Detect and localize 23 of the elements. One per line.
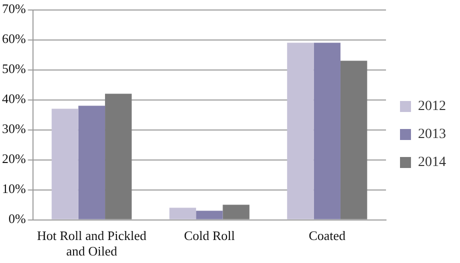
legend-label: 2012 [418,99,446,114]
y-tick-label: 30% [2,121,26,136]
y-tick-label: 40% [2,91,26,106]
y-tick-label: 10% [2,181,26,196]
bar [52,108,78,220]
bar [222,204,250,220]
bar [287,42,314,220]
legend-label: 2013 [418,127,446,142]
bar [169,208,196,220]
y-tick-label: 20% [2,151,26,166]
y-tick-label: 60% [2,31,26,46]
y-tick-label: 0% [8,211,26,226]
bar [314,42,340,220]
y-tick-label: 50% [2,61,26,76]
legend-label: 2014 [418,155,446,170]
bar [78,106,106,220]
bar [196,210,223,220]
x-tick-label: Hot Roll and Pickled and Oiled [36,228,147,259]
bar [340,60,368,220]
bar [105,94,132,220]
y-tick-label: 70% [2,1,26,16]
x-tick-label: Cold Roll [184,228,236,244]
x-tick-label: Coated [308,228,346,244]
